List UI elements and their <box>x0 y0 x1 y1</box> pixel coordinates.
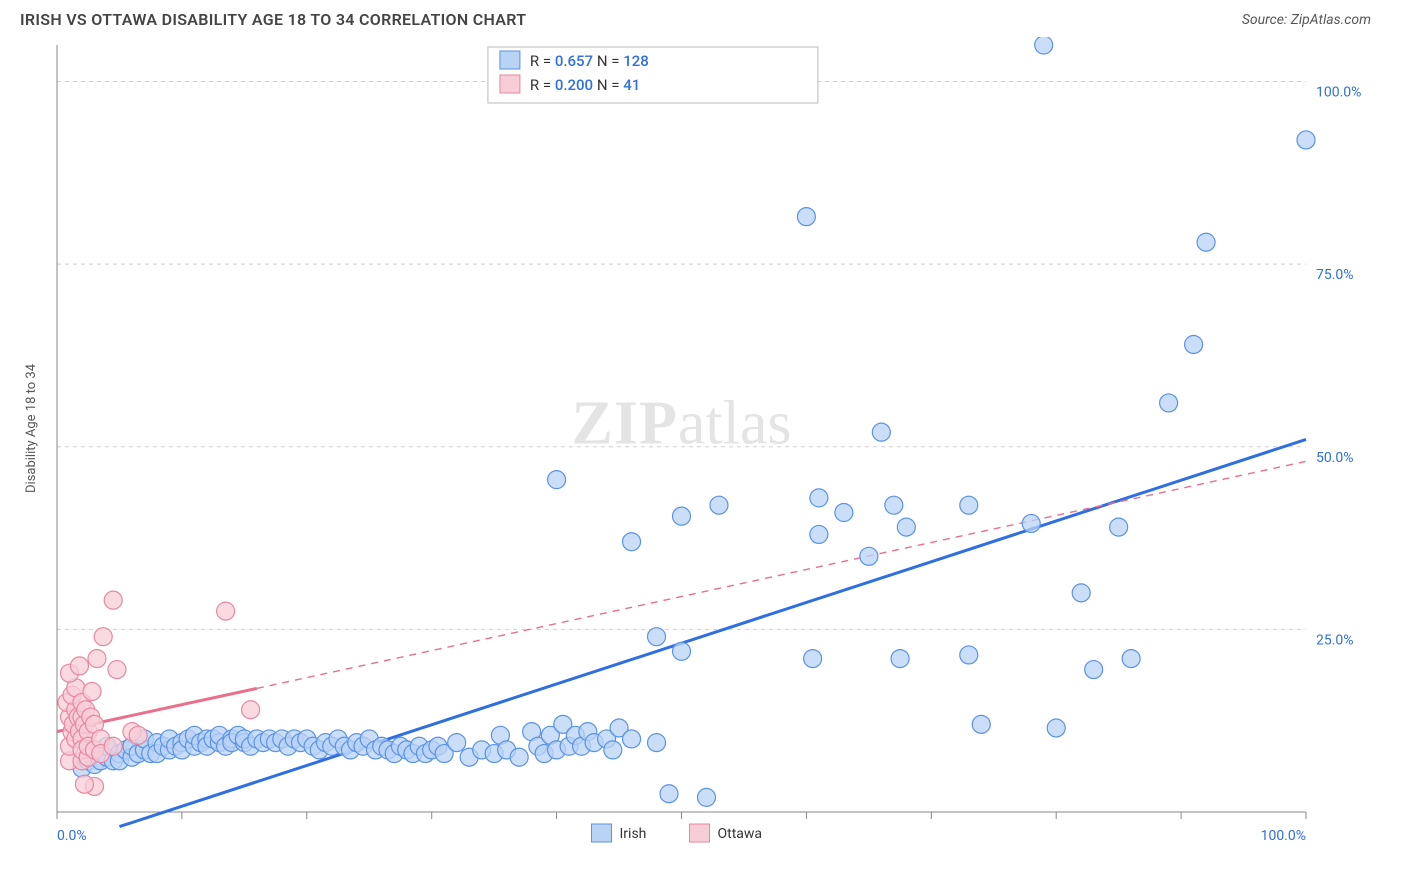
data-point <box>83 682 101 700</box>
chart-title: IRISH VS OTTAWA DISABILITY AGE 18 TO 34 … <box>20 10 526 29</box>
data-point <box>1035 37 1053 54</box>
data-point <box>1110 518 1128 536</box>
data-point <box>129 726 147 744</box>
legend-swatch <box>500 51 520 69</box>
y-tick-label: 75.0% <box>1316 267 1354 283</box>
y-tick-label: 50.0% <box>1316 450 1354 466</box>
data-point <box>1185 335 1203 353</box>
y-tick-label: 100.0% <box>1316 85 1361 101</box>
data-point <box>1197 233 1215 251</box>
data-point <box>217 602 235 620</box>
data-point <box>648 734 666 752</box>
data-point <box>1085 661 1103 679</box>
data-point <box>810 489 828 507</box>
data-point <box>804 650 822 668</box>
stats-row: R = 0.657 N = 128 <box>530 52 649 70</box>
source-prefix: Source: <box>1242 12 1291 28</box>
legend-swatch <box>690 824 710 842</box>
data-point <box>1160 394 1178 412</box>
scatter-chart: 0.0% 100.0% 25.0% 50.0% 75.0% 100.0% Disabilit… <box>15 37 1391 867</box>
data-point <box>88 650 106 668</box>
data-point <box>810 525 828 543</box>
y-axis-title: Disability Age 18 to 34 <box>24 363 39 493</box>
data-point <box>510 748 528 766</box>
watermark: ZIPatlas <box>572 390 792 458</box>
data-point <box>797 208 815 226</box>
data-point <box>1047 719 1065 737</box>
regression-line <box>119 439 1306 826</box>
data-point <box>660 785 678 803</box>
data-point <box>75 775 93 793</box>
data-point <box>1022 514 1040 532</box>
data-point <box>1297 131 1315 149</box>
data-point <box>70 657 88 675</box>
data-point <box>242 701 260 719</box>
legend-swatch <box>592 824 612 842</box>
legend-swatch <box>500 75 520 93</box>
data-point <box>1122 650 1140 668</box>
stats-row: R = 0.200 N = 41 <box>530 76 640 94</box>
data-point <box>872 423 890 441</box>
data-point <box>710 496 728 514</box>
data-point <box>673 507 691 525</box>
data-point <box>897 518 915 536</box>
source-name: ZipAtlas.com <box>1291 12 1371 28</box>
data-point <box>972 715 990 733</box>
data-point <box>960 496 978 514</box>
data-point <box>108 661 126 679</box>
data-point <box>448 734 466 752</box>
data-point <box>697 788 715 806</box>
chart-area: 0.0% 100.0% 25.0% 50.0% 75.0% 100.0% Disabilit… <box>15 37 1391 857</box>
y-tick-label: 25.0% <box>1316 632 1354 648</box>
data-point <box>860 547 878 565</box>
data-point <box>104 591 122 609</box>
data-point <box>548 471 566 489</box>
data-point <box>835 504 853 522</box>
source-attribution: Source: ZipAtlas.com <box>1242 12 1371 28</box>
legend-label: Ottawa <box>718 826 763 842</box>
data-point <box>623 533 641 551</box>
data-point <box>94 628 112 646</box>
data-point <box>623 730 641 748</box>
x-tick-label: 100.0% <box>1261 828 1306 844</box>
data-point <box>891 650 909 668</box>
legend-label: Irish <box>620 826 647 842</box>
data-point <box>885 496 903 514</box>
x-tick-label: 0.0% <box>57 828 87 844</box>
data-point <box>104 737 122 755</box>
chart-header: IRISH VS OTTAWA DISABILITY AGE 18 TO 34 … <box>15 10 1391 37</box>
data-point <box>1072 584 1090 602</box>
data-point <box>960 646 978 664</box>
regression-line-dashed <box>257 461 1306 688</box>
data-point <box>604 741 622 759</box>
data-point <box>673 642 691 660</box>
data-point <box>648 628 666 646</box>
